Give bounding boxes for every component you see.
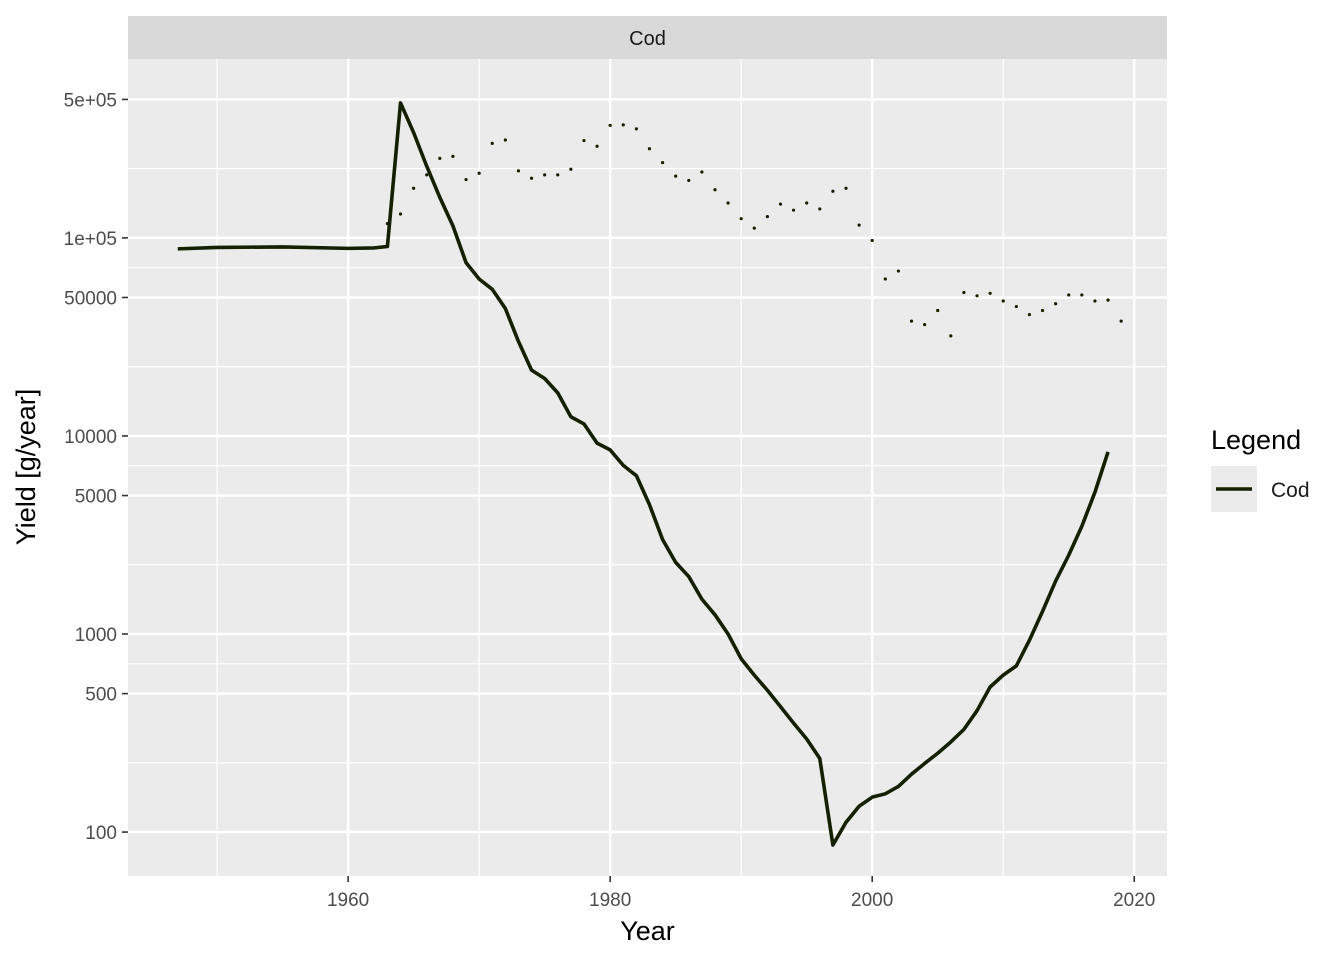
series-point xyxy=(464,177,468,182)
series-point xyxy=(425,173,429,177)
series-point xyxy=(490,141,494,145)
series-line xyxy=(177,101,1110,847)
x-axis-title: Year xyxy=(620,916,675,946)
series-point xyxy=(674,174,678,178)
legend-title: Legend xyxy=(1211,425,1301,455)
series-point xyxy=(831,189,835,193)
series-point xyxy=(988,291,992,295)
series-point xyxy=(477,171,481,175)
series-point xyxy=(660,160,665,165)
series-point xyxy=(818,207,822,211)
series-point xyxy=(739,217,743,221)
series-point xyxy=(870,238,874,243)
series-point xyxy=(569,167,573,171)
series-point xyxy=(1067,293,1071,297)
series-point xyxy=(595,144,599,148)
y-tick-label: 50000 xyxy=(64,288,117,309)
y-tick-label: 1e+05 xyxy=(64,229,117,250)
series-point xyxy=(936,308,940,313)
series-point xyxy=(896,269,901,273)
series-point xyxy=(608,123,612,127)
series-point xyxy=(752,226,756,230)
series-point xyxy=(778,202,783,206)
series-point xyxy=(791,208,796,212)
series-point xyxy=(634,127,638,131)
y-axis: 100 500 1000 5000 10000 50000 1e+05 5e+05 xyxy=(64,90,128,844)
facet-label: Cod xyxy=(629,28,666,50)
facet-strip xyxy=(128,16,1167,59)
series-point xyxy=(1119,319,1123,323)
series-point xyxy=(923,322,927,327)
series-point xyxy=(909,319,914,323)
series-point xyxy=(765,215,769,219)
series-point xyxy=(1054,302,1058,306)
series-point xyxy=(516,169,521,173)
y-tick-label: 100 xyxy=(85,823,117,844)
series-point xyxy=(412,186,416,190)
series-point xyxy=(582,138,586,143)
minor-gridlines xyxy=(128,59,1167,876)
series-point xyxy=(1040,308,1045,313)
x-tick-label: 1960 xyxy=(327,890,369,911)
series-point xyxy=(1080,293,1084,297)
series-point xyxy=(1014,304,1018,309)
y-tick-label: 1000 xyxy=(75,625,117,646)
y-tick-label: 5e+05 xyxy=(64,90,117,111)
x-tick-label: 2020 xyxy=(1113,890,1155,911)
series-point xyxy=(962,290,966,295)
series-point xyxy=(883,277,887,281)
legend: Legend Cod xyxy=(1211,425,1310,512)
series-point xyxy=(385,222,390,226)
series-point xyxy=(949,334,953,338)
series-point xyxy=(1001,299,1005,303)
series-point xyxy=(844,186,848,190)
series-point xyxy=(1106,298,1110,302)
series-point xyxy=(451,154,455,158)
panel-background xyxy=(128,59,1167,876)
y-tick-label: 500 xyxy=(85,685,117,706)
series-point xyxy=(1093,299,1097,303)
series-point xyxy=(398,212,403,216)
series-point xyxy=(805,201,809,205)
series-point xyxy=(726,201,730,205)
y-axis-title: Yield [g/year] xyxy=(11,389,41,546)
x-axis: 1960 1980 2000 2020 xyxy=(327,876,1155,911)
series-point xyxy=(438,156,442,160)
series-point xyxy=(503,138,507,142)
x-tick-label: 1980 xyxy=(589,890,631,911)
series-layer xyxy=(177,101,1123,847)
major-gridlines xyxy=(128,59,1167,876)
series-point xyxy=(556,173,560,177)
series-point xyxy=(647,147,652,151)
series-point xyxy=(700,170,704,174)
legend-entry-label: Cod xyxy=(1271,479,1310,502)
series-point xyxy=(975,294,979,298)
series-point xyxy=(543,173,547,177)
series-point xyxy=(713,188,717,192)
series-point xyxy=(1027,312,1032,317)
x-tick-label: 2000 xyxy=(851,890,893,911)
series-point xyxy=(621,123,625,127)
series-point xyxy=(857,223,861,227)
y-tick-label: 5000 xyxy=(75,487,117,508)
y-tick-label: 10000 xyxy=(64,427,117,448)
series-point xyxy=(687,178,691,183)
series-point xyxy=(529,176,534,180)
